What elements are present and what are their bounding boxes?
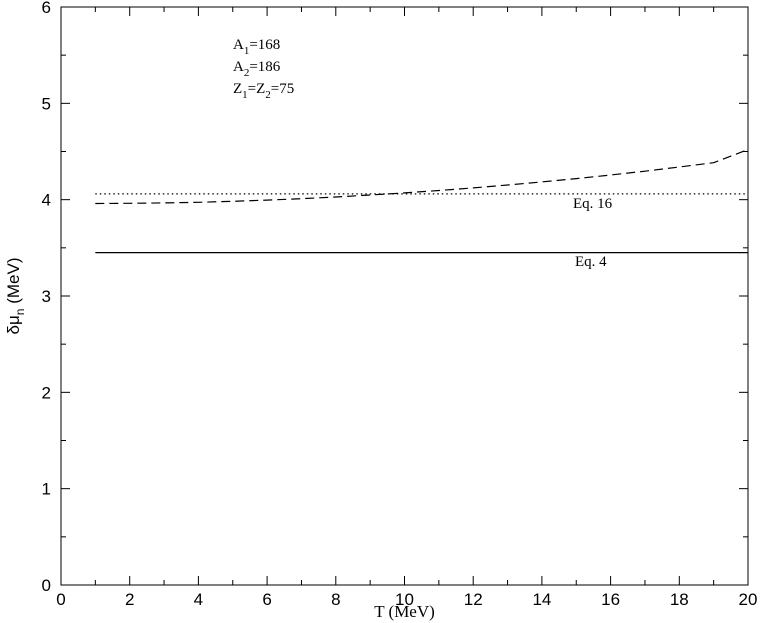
x-tick-label: 16 [601, 590, 620, 609]
plot-frame [60, 6, 749, 586]
x-tick-label: 14 [532, 590, 551, 609]
param-part: =186 [249, 59, 280, 75]
y-axis-label: δμn (MeV) [4, 258, 27, 335]
eq4-label: Eq. 4 [575, 254, 607, 270]
x-tick-label: 12 [464, 590, 483, 609]
param-part: 2 [265, 89, 271, 101]
param-part: =168 [249, 37, 280, 53]
y-tick-label: 2 [42, 383, 51, 402]
x-axis-label: T (MeV) [374, 602, 435, 621]
param-part: =75 [271, 81, 294, 97]
param-annotation: Z1=Z2=75 [233, 81, 294, 101]
x-tick-label: 4 [194, 590, 203, 609]
eq16-label: Eq. 16 [573, 196, 613, 212]
y-tick-label: 6 [42, 0, 51, 17]
y-axis-label-sub: n [13, 309, 27, 316]
param-part: Z [233, 81, 242, 97]
y-tick-label: 0 [42, 576, 51, 595]
x-tick-label: 2 [125, 590, 134, 609]
x-tick-label: 6 [262, 590, 271, 609]
y-tick-label: 5 [42, 94, 51, 113]
series-group [95, 149, 749, 254]
param-part: A [233, 37, 244, 53]
param-part: 1 [242, 89, 248, 101]
x-tick-label: 0 [56, 590, 65, 609]
dashed-curve [95, 149, 749, 205]
y-tick-label: 1 [42, 480, 51, 499]
x-tick-label: 20 [739, 590, 758, 609]
y-axis-label-unit: (MeV) [4, 258, 23, 309]
x-tick-label: 18 [670, 590, 689, 609]
param-part: A [233, 59, 244, 75]
x-tick-label: 8 [331, 590, 340, 609]
param-part: =Z [248, 81, 266, 97]
y-axis-label-main: δμ [4, 315, 23, 334]
y-tick-label: 3 [42, 287, 51, 306]
param-annotation: A1=168 [233, 37, 280, 57]
y-tick-label: 4 [42, 191, 51, 210]
param-part: 1 [244, 45, 250, 57]
param-part: 2 [244, 67, 250, 79]
param-annotation: A2=186 [233, 59, 281, 79]
labels-group: T (MeV)δμn (MeV)A1=168A2=186Z1=Z2=75Eq. … [4, 37, 613, 621]
x-tick-label: 10 [395, 590, 414, 609]
